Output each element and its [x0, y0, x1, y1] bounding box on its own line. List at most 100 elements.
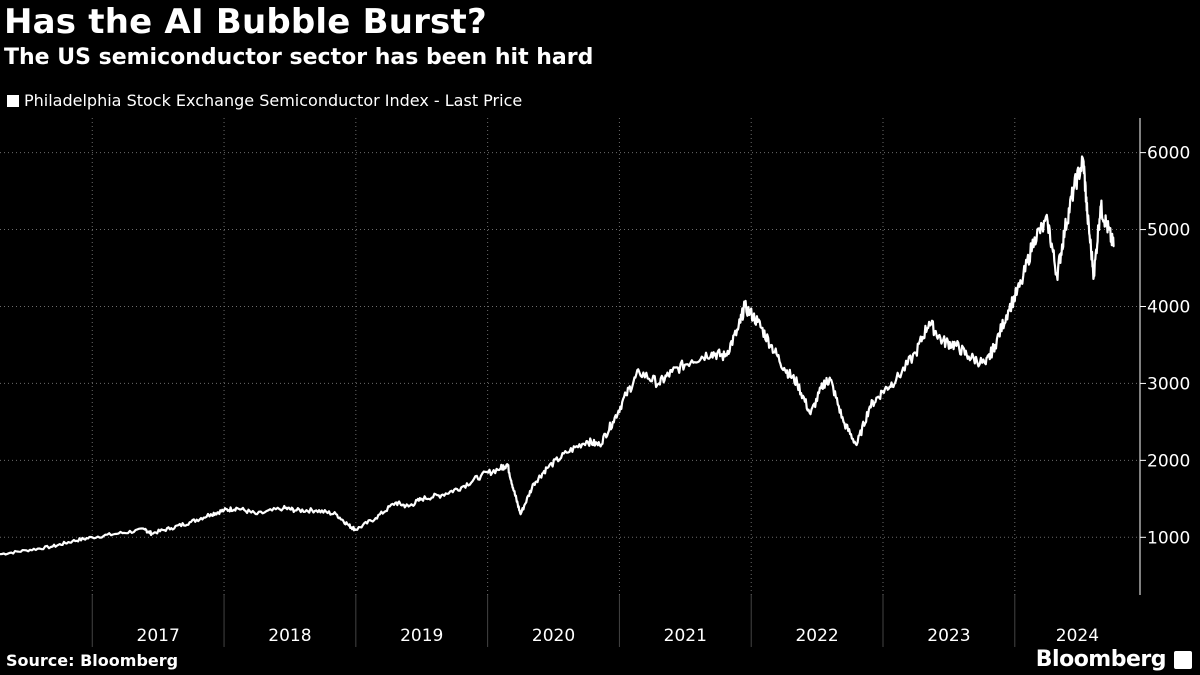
- chart-subtitle: The US semiconductor sector has been hit…: [4, 45, 594, 70]
- data-point: [842, 421, 845, 423]
- data-point: [440, 494, 443, 496]
- x-tick-label: 2022: [795, 626, 838, 646]
- data-point: [394, 501, 397, 504]
- data-point: [170, 527, 173, 529]
- data-point: [612, 421, 614, 423]
- data-point: [532, 482, 535, 485]
- data-point: [210, 513, 212, 516]
- data-point: [638, 371, 640, 373]
- data-point: [743, 305, 746, 308]
- data-point: [658, 382, 660, 385]
- data-point: [315, 509, 318, 512]
- data-point: [348, 524, 351, 527]
- data-point: [91, 536, 94, 539]
- data-point: [420, 498, 423, 500]
- axes: [91, 118, 1146, 647]
- x-tick-label: 2018: [268, 626, 311, 646]
- data-point: [585, 440, 588, 442]
- data-point: [500, 467, 502, 469]
- y-tick-label: 6000: [1147, 144, 1190, 164]
- data-point: [1056, 274, 1058, 277]
- y-tick-label: 2000: [1147, 451, 1190, 471]
- data-point: [0, 553, 1, 556]
- data-point: [374, 517, 377, 519]
- data-point: [783, 367, 785, 369]
- data-point: [480, 474, 482, 477]
- data-point: [869, 405, 871, 408]
- x-tick-label: 2021: [664, 626, 707, 646]
- data-point: [598, 444, 601, 446]
- legend: Philadelphia Stock Exchange Semiconducto…: [7, 91, 522, 110]
- data-point: [1093, 274, 1095, 277]
- data-point: [1020, 282, 1023, 285]
- bloomberg-logo: Bloomberg: [1035, 647, 1167, 672]
- data-point: [829, 378, 832, 381]
- data-point: [915, 351, 917, 354]
- data-point: [757, 321, 759, 323]
- data-point: [822, 382, 825, 385]
- data-point: [407, 505, 410, 508]
- legend-label: Philadelphia Stock Exchange Semiconducto…: [24, 91, 523, 110]
- data-point: [71, 540, 74, 542]
- data-point: [546, 467, 548, 469]
- data-point: [25, 549, 28, 552]
- data-point: [51, 545, 54, 548]
- data-point: [519, 513, 522, 516]
- data-point: [282, 507, 285, 509]
- data-point: [1099, 205, 1102, 208]
- data-point: [335, 513, 337, 516]
- tick-labels: 1000 2000 3000 4000 5000 6000 2017 2018 2019 2020…: [137, 144, 1191, 646]
- data-point: [256, 513, 258, 516]
- data-point: [1073, 186, 1075, 189]
- data-point: [941, 340, 944, 342]
- bloomberg-badge-icon: [1174, 651, 1192, 669]
- data-point: [1064, 228, 1066, 231]
- data-point: [460, 486, 463, 489]
- data-point: [855, 444, 858, 446]
- chart-title: Has the AI Bubble Burst?: [4, 2, 487, 42]
- data-point: [985, 363, 987, 365]
- data-point: [895, 378, 897, 381]
- data-point: [506, 463, 509, 466]
- data-point: [355, 528, 357, 531]
- source-note: Source: Bloomberg: [6, 651, 179, 670]
- data-point: [1033, 236, 1036, 239]
- x-tick-label: 2024: [1056, 626, 1099, 646]
- data-point: [928, 321, 930, 323]
- data-point: [671, 371, 673, 373]
- data-point: [150, 532, 153, 535]
- data-point: [1007, 309, 1010, 312]
- data-point: [809, 413, 812, 416]
- series-line-sox: [0, 155, 1115, 556]
- data-point: [117, 532, 120, 535]
- x-tick-label: 2017: [137, 626, 180, 646]
- data-point: [190, 521, 192, 523]
- data-point: [565, 451, 568, 454]
- data-point: [737, 328, 739, 331]
- data-point: [770, 344, 772, 346]
- data-point: [967, 355, 970, 358]
- data-point: [954, 344, 957, 346]
- data-point: [1106, 224, 1108, 227]
- data-point: [144, 528, 146, 531]
- y-tick-label: 5000: [1147, 221, 1190, 241]
- x-tick-label: 2019: [400, 626, 443, 646]
- data-point: [236, 507, 239, 509]
- data-point: [295, 509, 298, 512]
- data-point: [1086, 213, 1089, 215]
- data-point: [724, 355, 726, 358]
- data-point: [710, 351, 713, 354]
- series-layer: [0, 155, 1115, 556]
- data-point: [1082, 159, 1085, 162]
- x-tick-label: 2023: [927, 626, 970, 646]
- data-point: [691, 359, 693, 362]
- y-tick-label: 4000: [1147, 297, 1190, 317]
- data-point: [1112, 245, 1115, 248]
- y-tick-label: 1000: [1147, 528, 1190, 548]
- data-point: [625, 394, 627, 396]
- data-point: [223, 509, 225, 512]
- data-point: [513, 490, 515, 492]
- legend-swatch: [7, 94, 19, 107]
- data-point: [994, 344, 996, 346]
